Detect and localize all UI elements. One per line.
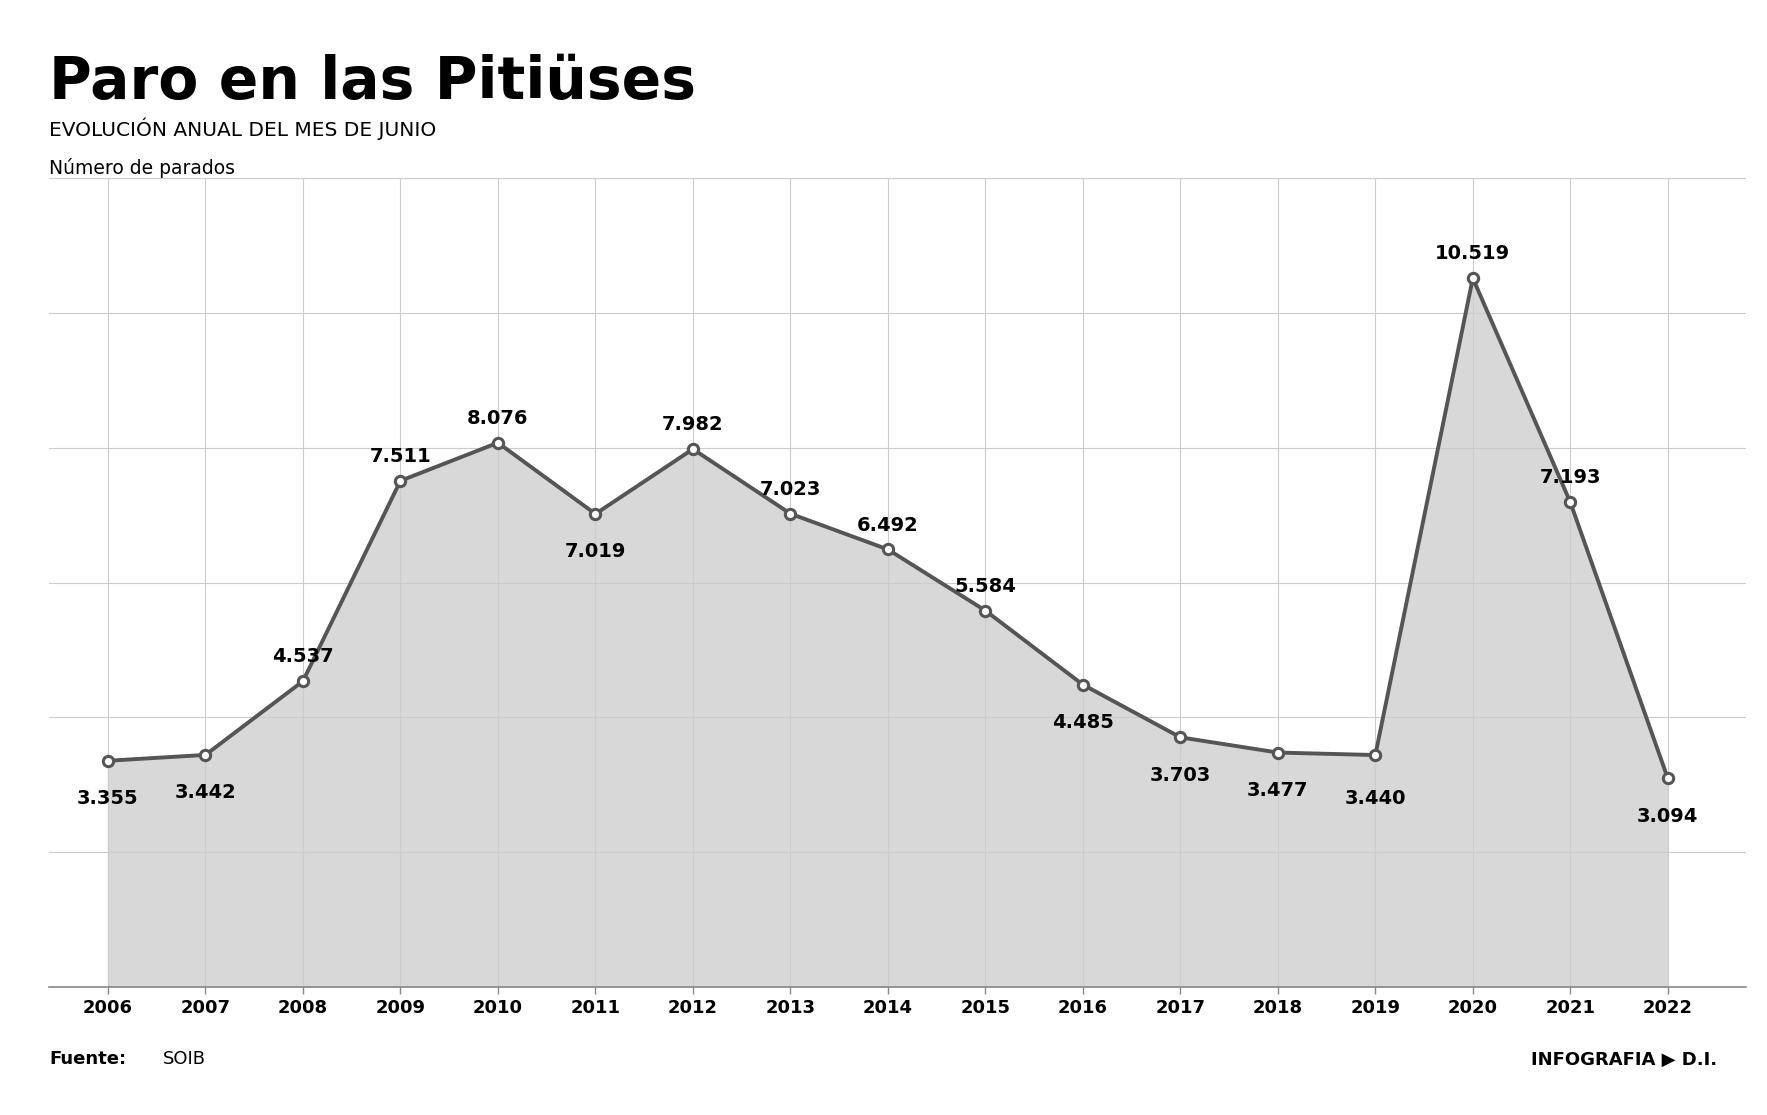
Text: 5.584: 5.584 <box>954 576 1016 595</box>
Text: 3.703: 3.703 <box>1150 766 1210 785</box>
Point <box>581 505 610 523</box>
Text: 7.982: 7.982 <box>663 415 724 434</box>
Text: 7.193: 7.193 <box>1539 468 1601 487</box>
Text: Fuente:: Fuente: <box>49 1050 127 1068</box>
Point <box>776 505 804 523</box>
Text: 3.355: 3.355 <box>78 789 140 808</box>
Text: 7.019: 7.019 <box>565 542 626 561</box>
Point <box>1069 676 1097 694</box>
Text: 10.519: 10.519 <box>1435 244 1511 263</box>
Text: 3.442: 3.442 <box>175 783 237 802</box>
Point <box>288 672 316 690</box>
Point <box>1557 493 1585 511</box>
Text: 8.076: 8.076 <box>466 409 528 428</box>
Point <box>873 541 901 559</box>
Text: 3.440: 3.440 <box>1345 788 1407 807</box>
Point <box>484 434 512 452</box>
Text: SOIB: SOIB <box>163 1050 205 1068</box>
Text: INFOGRAFIA ▶ D.I.: INFOGRAFIA ▶ D.I. <box>1532 1050 1718 1068</box>
Text: 6.492: 6.492 <box>857 515 919 534</box>
Text: 4.537: 4.537 <box>272 648 334 667</box>
Text: EVOLUCIÓN ANUAL DEL MES DE JUNIO: EVOLUCIÓN ANUAL DEL MES DE JUNIO <box>49 117 436 139</box>
Text: Paro en las Pitiüses: Paro en las Pitiüses <box>49 54 696 110</box>
Point <box>1460 269 1488 287</box>
Text: 3.094: 3.094 <box>1636 806 1698 825</box>
Point <box>387 472 415 489</box>
Point <box>1654 769 1682 787</box>
Text: 7.511: 7.511 <box>369 447 431 466</box>
Point <box>94 752 122 769</box>
Point <box>1361 746 1389 764</box>
Point <box>972 602 1000 620</box>
Text: 7.023: 7.023 <box>760 479 822 498</box>
Point <box>679 440 707 458</box>
Text: Número de parados: Número de parados <box>49 158 235 178</box>
Point <box>191 746 219 764</box>
Point <box>1263 744 1292 762</box>
Point <box>1166 728 1194 746</box>
Text: 3.477: 3.477 <box>1248 780 1309 799</box>
Text: 4.485: 4.485 <box>1051 712 1113 731</box>
